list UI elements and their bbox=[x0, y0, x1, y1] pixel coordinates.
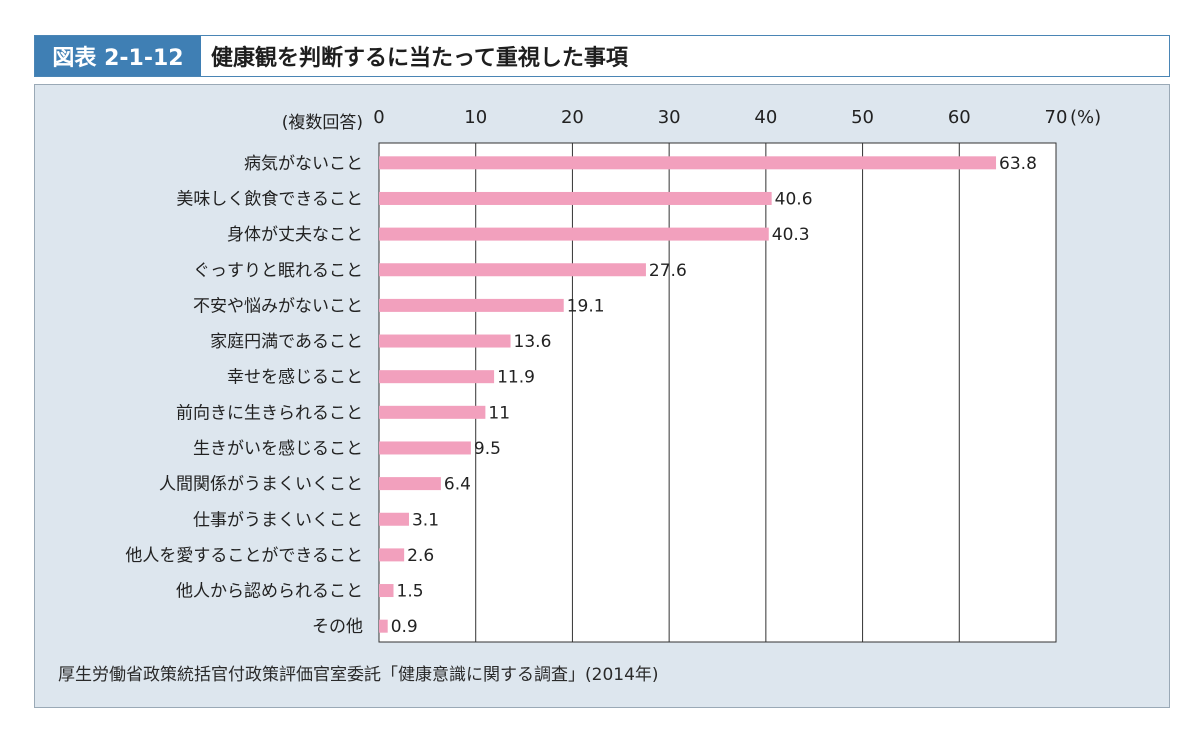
bar bbox=[379, 370, 495, 384]
bar-chart: 0 10 20 30 40 50 60 70 (%) (複数回答) 病気がないこと 63.8 美味しく飲… bbox=[125, 107, 1101, 643]
value-label: 40.3 bbox=[772, 225, 810, 245]
source-note: 厚生労働省政策統括官付政策評価官室委託「健康意識に関する調査」(2014年) bbox=[58, 665, 659, 685]
category-label: 病気がないこと bbox=[244, 154, 363, 174]
bar bbox=[379, 334, 511, 348]
value-label: 40.6 bbox=[775, 189, 813, 209]
x-tick-label: 50 bbox=[851, 107, 874, 128]
value-label: 2.6 bbox=[407, 546, 434, 566]
bar bbox=[379, 227, 769, 241]
category-label: 家庭円満であること bbox=[210, 332, 363, 352]
category-label: 仕事がうまくいくこと bbox=[193, 510, 363, 530]
figure-title: 健康観を判断するに当たって重視した事項 bbox=[211, 46, 628, 71]
figure-header: 図表 2-1-12 健康観を判断するに当たって重視した事項 bbox=[34, 35, 1170, 77]
bar bbox=[379, 619, 388, 633]
unit-label: (%) bbox=[1070, 107, 1101, 128]
figure-number: 図表 2-1-12 bbox=[35, 36, 201, 76]
category-label: 人間関係がうまくいくこと bbox=[159, 475, 363, 495]
x-tick-label: 20 bbox=[561, 107, 584, 128]
bar bbox=[379, 263, 646, 277]
bar bbox=[379, 441, 471, 455]
bar bbox=[379, 405, 486, 419]
category-label: 他人を愛することができること bbox=[125, 546, 363, 566]
bar bbox=[379, 512, 409, 526]
category-label: 美味しく飲食できること bbox=[176, 189, 363, 209]
chart-panel: 0 10 20 30 40 50 60 70 (%) (複数回答) 病気がないこと 63.8 美味しく飲… bbox=[34, 84, 1170, 708]
x-tick-label: 0 bbox=[373, 107, 384, 128]
x-tick-label: 70 bbox=[1045, 107, 1068, 128]
value-label: 9.5 bbox=[474, 439, 501, 459]
value-label: 63.8 bbox=[999, 154, 1037, 174]
x-tick-label: 30 bbox=[658, 107, 681, 128]
value-label: 19.1 bbox=[567, 296, 605, 316]
x-tick-label: 60 bbox=[948, 107, 971, 128]
value-label: 11.9 bbox=[497, 368, 535, 388]
bar bbox=[379, 477, 441, 491]
value-label: 13.6 bbox=[514, 332, 552, 352]
bar bbox=[379, 584, 394, 598]
value-label: 0.9 bbox=[391, 617, 418, 637]
category-label: 身体が丈夫なこと bbox=[227, 225, 363, 245]
bar bbox=[379, 548, 405, 562]
category-label: 他人から認められること bbox=[176, 582, 363, 602]
bar bbox=[379, 156, 997, 170]
bar bbox=[379, 191, 772, 205]
x-tick-label: 40 bbox=[754, 107, 777, 128]
x-tick-label: 10 bbox=[464, 107, 487, 128]
category-label: 前向きに生きられること bbox=[176, 403, 363, 423]
value-label: 6.4 bbox=[444, 475, 471, 495]
category-label: 幸せを感じること bbox=[227, 368, 363, 388]
category-label: 不安や悩みがないこと bbox=[193, 296, 363, 316]
value-label: 1.5 bbox=[397, 582, 424, 602]
category-label: その他 bbox=[312, 617, 363, 637]
value-label: 27.6 bbox=[649, 261, 687, 281]
category-label: 生きがいを感じること bbox=[193, 439, 363, 459]
category-label: ぐっすりと眠れること bbox=[193, 261, 363, 281]
bar bbox=[379, 298, 564, 312]
value-label: 11 bbox=[488, 403, 510, 423]
plot-area bbox=[378, 142, 1057, 643]
note-label: (複数回答) bbox=[282, 113, 363, 133]
value-label: 3.1 bbox=[412, 510, 439, 530]
